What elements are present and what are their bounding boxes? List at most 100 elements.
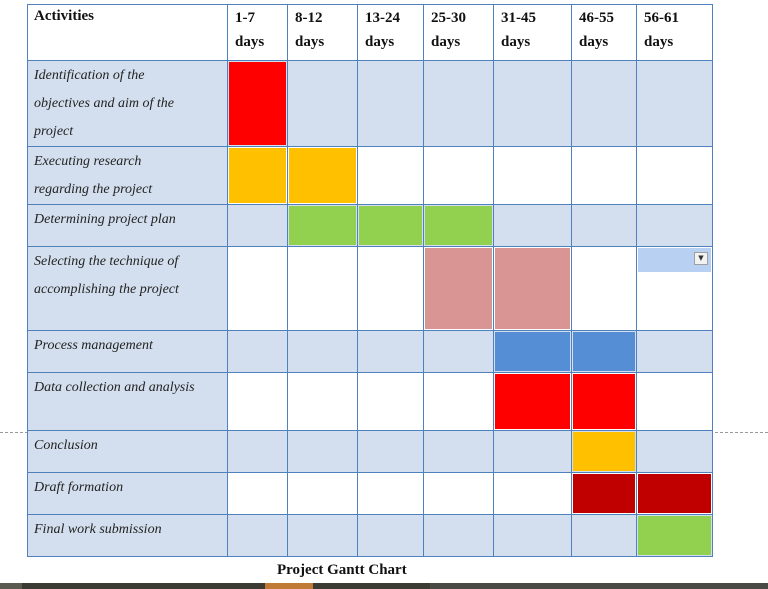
- activity-label: Determining project plan: [27, 204, 228, 247]
- timeline-cell: [227, 60, 288, 147]
- period-range: 8-12: [295, 10, 323, 26]
- period-range: 13-24: [365, 10, 400, 26]
- timeline-cell: [227, 146, 288, 205]
- activity-label: Draft formation: [27, 472, 228, 515]
- timeline-cell: [423, 372, 494, 431]
- timeline-cell: [493, 514, 572, 557]
- gantt-bar: [425, 248, 492, 329]
- timeline-cell: [636, 204, 713, 247]
- activity-row: Determining project plan: [27, 204, 713, 247]
- activity-label-line: Final work submission: [34, 522, 162, 537]
- activity-row: Data collection and analysis: [27, 372, 713, 431]
- gantt-bar: [573, 374, 635, 429]
- period-unit: days: [431, 34, 461, 50]
- header-period: 56-61 days: [636, 4, 713, 61]
- gantt-bar: [495, 374, 570, 429]
- table-caption: Project Gantt Chart: [277, 562, 407, 578]
- timeline-cell: [571, 204, 637, 247]
- timeline-cell: [636, 430, 713, 473]
- activity-label: Data collection and analysis: [27, 372, 228, 431]
- timeline-cell: [493, 430, 572, 473]
- activity-row: Selecting the technique of accomplishing …: [27, 246, 713, 331]
- period-unit: days: [235, 34, 265, 50]
- gantt-bar: [289, 148, 356, 203]
- timeline-cell: [227, 246, 288, 331]
- timeline-cell: [227, 372, 288, 431]
- activity-label-line: project: [34, 124, 74, 139]
- timeline-cell: [571, 60, 637, 147]
- timeline-cell: [423, 330, 494, 373]
- activity-label: Final work submission: [27, 514, 228, 557]
- timeline-cell: [636, 330, 713, 373]
- selected-cell-highlight[interactable]: ▼: [638, 248, 711, 272]
- timeline-cell: [287, 330, 358, 373]
- activity-label-line: objectives and aim of the: [34, 96, 174, 111]
- bottom-taskbar-strip: [0, 583, 768, 589]
- activity-row: Final work submission: [27, 514, 713, 557]
- timeline-cell: [287, 430, 358, 473]
- gantt-bar: [573, 332, 635, 371]
- gantt-bar: [289, 206, 356, 245]
- activity-row: Draft formation: [27, 472, 713, 515]
- header-period: 25-30 days: [423, 4, 494, 61]
- activity-label: Process management: [27, 330, 228, 373]
- period-range: 56-61: [644, 10, 679, 26]
- header-period: 1-7 days: [227, 4, 288, 61]
- timeline-cell: [287, 146, 358, 205]
- gantt-bar: [229, 62, 286, 145]
- activity-row: Process management: [27, 330, 713, 373]
- timeline-cell: [287, 246, 358, 331]
- timeline-cell: [493, 372, 572, 431]
- timeline-cell: [357, 246, 424, 331]
- timeline-cell: [571, 472, 637, 515]
- timeline-cell: [357, 372, 424, 431]
- header-period: 46-55 days: [571, 4, 637, 61]
- timeline-cell: [287, 204, 358, 247]
- activity-label-line: Selecting the technique of: [34, 254, 179, 269]
- activity-label-line: Identification of the: [34, 68, 145, 83]
- timeline-cell: [357, 60, 424, 147]
- gantt-bar: [573, 432, 635, 471]
- activity-label-line: Draft formation: [34, 480, 124, 495]
- timeline-cell: [357, 472, 424, 515]
- period-range: 1-7: [235, 10, 255, 26]
- activity-label-line: regarding the project: [34, 182, 153, 197]
- timeline-cell: [636, 514, 713, 557]
- timeline-cell: [423, 204, 494, 247]
- timeline-cell: [636, 372, 713, 431]
- gantt-bar: [229, 148, 286, 203]
- header-activities: Activities: [27, 4, 228, 61]
- timeline-cell: ▼: [636, 246, 713, 331]
- timeline-cell: [287, 372, 358, 431]
- timeline-cell: [423, 514, 494, 557]
- header-period: 8-12 days: [287, 4, 358, 61]
- timeline-cell: [571, 330, 637, 373]
- activity-label-line: Executing research: [34, 154, 142, 169]
- gantt-bar: [638, 474, 711, 513]
- activity-label: Selecting the technique of accomplishing …: [27, 246, 228, 331]
- timeline-cell: [227, 204, 288, 247]
- timeline-cell: [493, 146, 572, 205]
- period-unit: days: [644, 34, 674, 50]
- activity-label: Executing research regarding the project: [27, 146, 228, 205]
- timeline-cell: [357, 204, 424, 247]
- gantt-bar: [573, 474, 635, 513]
- activity-label-line: Data collection and analysis: [34, 380, 195, 395]
- activity-row: Conclusion: [27, 430, 713, 473]
- period-range: 46-55: [579, 10, 614, 26]
- activity-row: Executing research regarding the project: [27, 146, 713, 205]
- timeline-cell: [423, 430, 494, 473]
- timeline-cell: [636, 146, 713, 205]
- period-unit: days: [365, 34, 395, 50]
- timeline-cell: [227, 430, 288, 473]
- timeline-cell: [493, 204, 572, 247]
- activity-label: Identification of the objectives and aim …: [27, 60, 228, 147]
- header-row: Activities 1-7 days 8-12 days 13-24 days 25-30 d…: [27, 4, 713, 61]
- timeline-cell: [493, 246, 572, 331]
- timeline-cell: [357, 514, 424, 557]
- chevron-down-icon[interactable]: ▼: [694, 252, 708, 265]
- header-period: 31-45 days: [493, 4, 572, 61]
- period-unit: days: [579, 34, 609, 50]
- timeline-cell: [287, 472, 358, 515]
- activity-label-line: Conclusion: [34, 438, 98, 453]
